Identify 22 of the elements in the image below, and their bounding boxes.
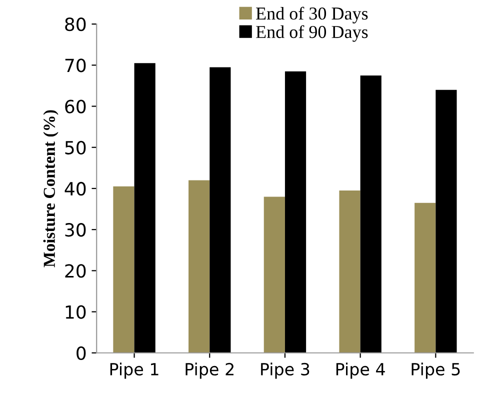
legend-label: End of 90 Days [256, 25, 368, 42]
y-tick-label: 70 [65, 58, 86, 72]
y-tick-label: 20 [65, 264, 86, 278]
y-axis-title: Moisture Content (%) [43, 110, 58, 268]
bar [113, 186, 134, 353]
bar [339, 190, 360, 353]
y-tick-label: 80 [65, 18, 86, 32]
bar [264, 196, 285, 353]
y-tick-label: 0 [76, 346, 86, 360]
y-tick-label: 60 [65, 100, 86, 114]
bar [414, 202, 436, 353]
bar [188, 180, 210, 353]
y-tick-label: 10 [66, 305, 86, 319]
y-tick-label: 30 [65, 223, 86, 237]
x-tick-label: Pipe 3 [261, 362, 310, 379]
x-tick-label: Pipe 1 [110, 362, 158, 379]
legend-label: End of 30 Days [256, 6, 368, 24]
y-tick-label: 50 [65, 140, 86, 154]
x-tick-label: Pipe 2 [186, 362, 234, 379]
x-tick-label: Pipe 5 [412, 362, 460, 379]
x-tick-label: Pipe 4 [336, 362, 385, 379]
y-tick-label: 40 [64, 182, 86, 196]
